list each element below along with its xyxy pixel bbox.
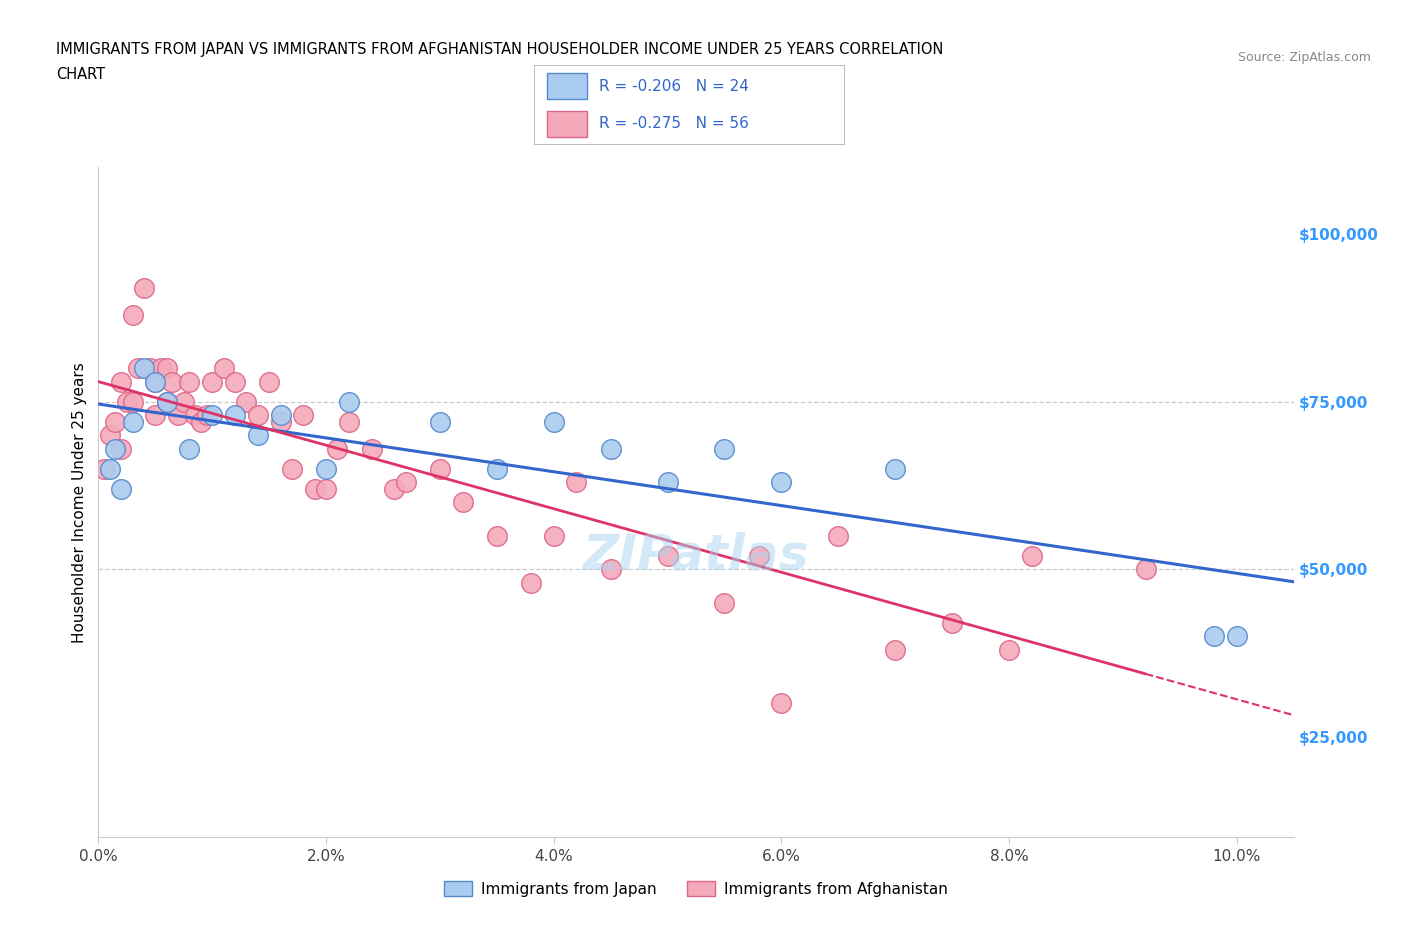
Point — [115, 394, 138, 409]
Legend: Immigrants from Japan, Immigrants from Afghanistan: Immigrants from Japan, Immigrants from A… — [439, 875, 953, 903]
Point — [429, 461, 451, 476]
Point — [98, 461, 121, 476]
Point — [104, 415, 127, 430]
Point — [395, 474, 418, 489]
Point — [179, 374, 201, 389]
Text: R = -0.275   N = 56: R = -0.275 N = 56 — [599, 115, 749, 131]
Point — [93, 461, 115, 476]
Point — [485, 461, 508, 476]
Point — [315, 461, 337, 476]
Point — [246, 407, 269, 422]
Y-axis label: Householder Income Under 25 years: Householder Income Under 25 years — [72, 362, 87, 643]
Point — [132, 281, 155, 296]
Point — [485, 528, 508, 543]
Point — [941, 616, 963, 631]
Point — [657, 549, 679, 564]
Point — [110, 441, 132, 456]
Point — [770, 474, 793, 489]
Point — [121, 307, 143, 322]
Point — [770, 696, 793, 711]
Point — [121, 415, 143, 430]
Point — [150, 361, 173, 376]
Point — [1135, 562, 1157, 577]
Point — [304, 482, 326, 497]
Point — [156, 361, 179, 376]
Point — [520, 575, 543, 590]
Point — [1202, 629, 1225, 644]
Point — [190, 415, 212, 430]
Point — [429, 415, 451, 430]
Point — [599, 441, 621, 456]
Point — [713, 441, 735, 456]
Point — [138, 361, 160, 376]
Point — [257, 374, 280, 389]
Point — [599, 562, 621, 577]
Point — [224, 407, 246, 422]
Point — [360, 441, 382, 456]
Text: IMMIGRANTS FROM JAPAN VS IMMIGRANTS FROM AFGHANISTAN HOUSEHOLDER INCOME UNDER 25: IMMIGRANTS FROM JAPAN VS IMMIGRANTS FROM… — [56, 42, 943, 57]
Point — [98, 428, 121, 443]
Point — [127, 361, 149, 376]
Point — [337, 394, 360, 409]
Point — [246, 428, 269, 443]
Point — [195, 407, 218, 422]
Point — [543, 528, 565, 543]
Point — [132, 361, 155, 376]
Point — [565, 474, 588, 489]
Point — [143, 374, 166, 389]
Point — [184, 407, 207, 422]
Point — [143, 374, 166, 389]
Text: Source: ZipAtlas.com: Source: ZipAtlas.com — [1237, 51, 1371, 64]
Point — [201, 374, 224, 389]
Text: ZIPatlas: ZIPatlas — [582, 532, 810, 579]
Point — [884, 642, 907, 657]
Point — [713, 595, 735, 610]
Point — [235, 394, 257, 409]
Point — [315, 482, 337, 497]
Point — [543, 415, 565, 430]
Point — [224, 374, 246, 389]
Point — [167, 407, 190, 422]
Point — [382, 482, 405, 497]
Point — [212, 361, 235, 376]
Point — [270, 415, 292, 430]
Point — [884, 461, 907, 476]
Point — [156, 394, 179, 409]
Point — [827, 528, 849, 543]
Point — [270, 407, 292, 422]
Point — [657, 474, 679, 489]
Point — [162, 374, 184, 389]
Point — [748, 549, 770, 564]
Point — [156, 394, 179, 409]
Point — [1021, 549, 1043, 564]
Point — [292, 407, 315, 422]
Point — [104, 441, 127, 456]
Point — [998, 642, 1021, 657]
Text: CHART: CHART — [56, 67, 105, 82]
Point — [121, 394, 143, 409]
Point — [326, 441, 349, 456]
Point — [281, 461, 304, 476]
Bar — [547, 111, 586, 137]
Point — [173, 394, 195, 409]
Point — [1226, 629, 1249, 644]
Bar — [547, 73, 586, 100]
Point — [110, 374, 132, 389]
Point — [451, 495, 474, 510]
Point — [179, 441, 201, 456]
Point — [110, 482, 132, 497]
Point — [337, 415, 360, 430]
Point — [143, 407, 166, 422]
Text: R = -0.206   N = 24: R = -0.206 N = 24 — [599, 78, 749, 94]
Point — [201, 407, 224, 422]
